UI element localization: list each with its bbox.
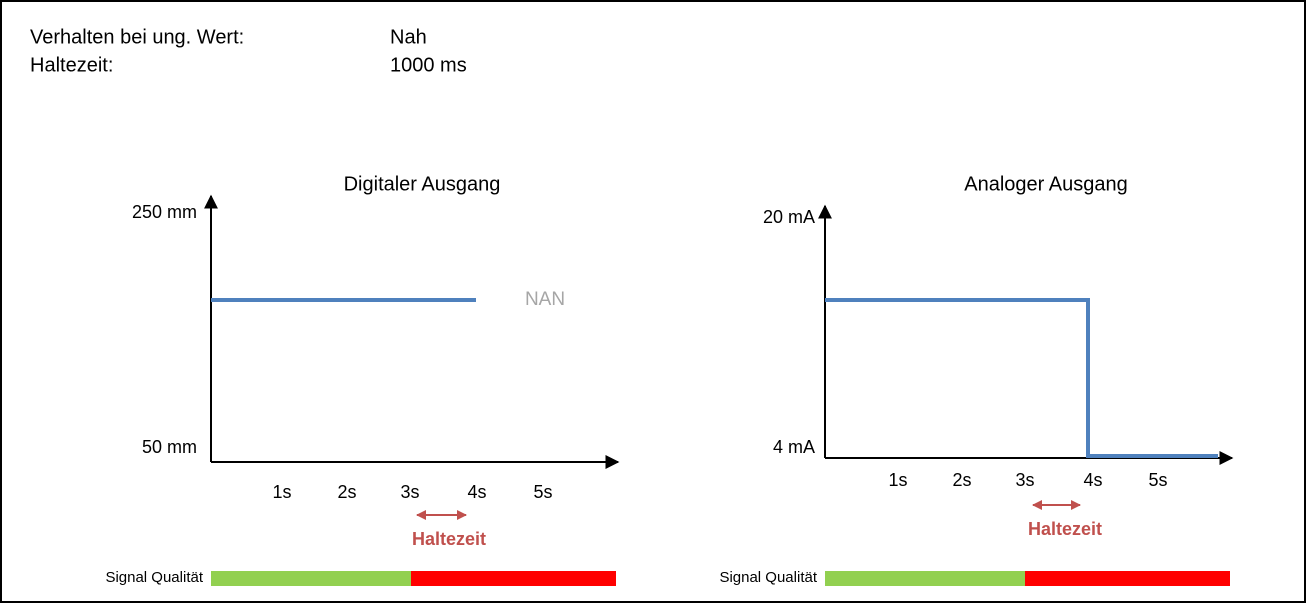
signal-label: Signal Qualität [719,569,817,586]
x-tick-label: 4s [1083,470,1102,490]
quality-good [211,571,411,586]
quality-bad [411,571,616,586]
panel: Analoger Ausgang 20 mA 4 mA 1s 2s 3s 4s … [719,173,1234,586]
header-label: Verhalten bei ung. Wert: [30,26,244,48]
x-tick-label: 5s [1148,470,1167,490]
panel-title: Analoger Ausgang [964,173,1127,195]
nan-label: NAN [525,289,565,310]
x-tick-label: 2s [952,470,971,490]
quality-good [825,571,1025,586]
y-bottom-label: 4 mA [773,437,815,457]
x-tick-label: 3s [1015,470,1034,490]
signal-line [825,298,1218,458]
x-tick-label: 1s [272,482,291,502]
header-label: Haltezeit: [30,54,113,76]
y-top-label: 20 mA [763,207,815,227]
panel: Digitaler Ausgang 250 mm 50 mm NAN 1s 2s… [105,173,620,586]
hold-label: Haltezeit [1028,519,1102,539]
header-value: Nah [390,26,427,48]
x-tick-label: 3s [400,482,419,502]
hold-label: Haltezeit [412,529,486,549]
header-value: 1000 ms [390,54,467,76]
y-top-label: 250 mm [132,202,197,222]
y-bottom-label: 50 mm [142,437,197,457]
panel-title: Digitaler Ausgang [344,173,501,195]
x-tick-label: 1s [888,470,907,490]
x-tick-label: 4s [467,482,486,502]
x-tick-label: 2s [337,482,356,502]
quality-bad [1025,571,1230,586]
signal-label: Signal Qualität [105,569,203,586]
x-tick-label: 5s [533,482,552,502]
